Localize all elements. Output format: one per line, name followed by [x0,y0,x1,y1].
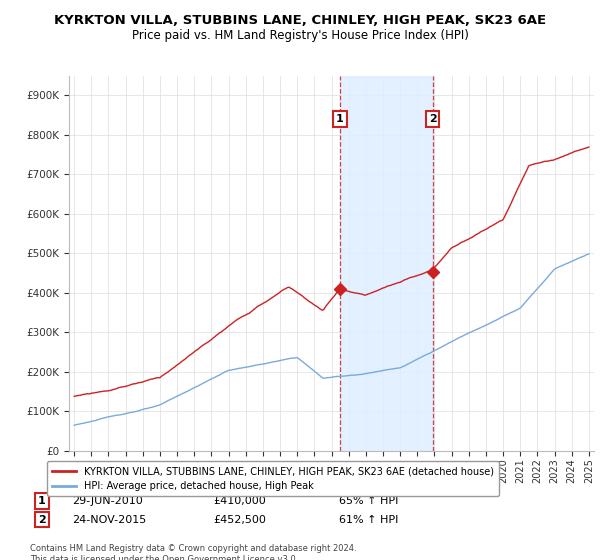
Text: 61% ↑ HPI: 61% ↑ HPI [339,515,398,525]
Text: 1: 1 [38,496,46,506]
Text: KYRKTON VILLA, STUBBINS LANE, CHINLEY, HIGH PEAK, SK23 6AE: KYRKTON VILLA, STUBBINS LANE, CHINLEY, H… [54,14,546,27]
Text: £452,500: £452,500 [213,515,266,525]
Legend: KYRKTON VILLA, STUBBINS LANE, CHINLEY, HIGH PEAK, SK23 6AE (detached house), HPI: KYRKTON VILLA, STUBBINS LANE, CHINLEY, H… [47,461,499,496]
Text: Price paid vs. HM Land Registry's House Price Index (HPI): Price paid vs. HM Land Registry's House … [131,29,469,42]
Text: £410,000: £410,000 [213,496,266,506]
Text: Contains HM Land Registry data © Crown copyright and database right 2024.
This d: Contains HM Land Registry data © Crown c… [30,544,356,560]
Text: 24-NOV-2015: 24-NOV-2015 [72,515,146,525]
Bar [340,76,433,451]
Text: 29-JUN-2010: 29-JUN-2010 [72,496,143,506]
Text: 65% ↑ HPI: 65% ↑ HPI [339,496,398,506]
Text: 1: 1 [336,114,344,124]
Text: 2: 2 [38,515,46,525]
Text: 2: 2 [429,114,437,124]
